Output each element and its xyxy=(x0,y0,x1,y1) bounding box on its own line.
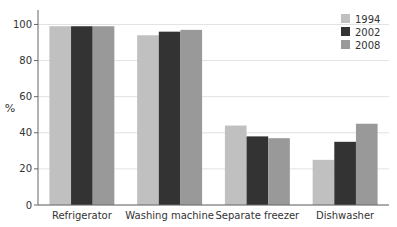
y-tick xyxy=(34,205,38,206)
grid xyxy=(38,24,389,205)
y-tick-label: 40 xyxy=(19,127,32,138)
bar xyxy=(180,30,202,205)
grid-line xyxy=(38,205,389,206)
legend-swatch xyxy=(341,40,350,49)
y-tick-label: 100 xyxy=(13,19,32,30)
y-tick xyxy=(34,96,38,97)
legend-label: 1994 xyxy=(355,14,380,25)
bar xyxy=(225,126,247,205)
y-axis-line xyxy=(38,10,39,205)
bar xyxy=(49,26,71,205)
y-tick-label: 60 xyxy=(19,91,32,102)
y-axis-label: % xyxy=(5,102,15,115)
bar xyxy=(71,26,93,205)
x-axis-line xyxy=(38,205,389,206)
y-tick xyxy=(34,24,38,25)
legend-label: 2002 xyxy=(355,27,380,38)
legend-label: 2008 xyxy=(355,40,380,51)
bar xyxy=(247,136,269,205)
y-tick xyxy=(34,132,38,133)
bar xyxy=(137,35,159,205)
y-tick-label: 20 xyxy=(19,163,32,174)
x-axis: Refrigerator Washing machineSeparate free… xyxy=(38,205,389,221)
legend-swatch xyxy=(341,14,350,23)
bar xyxy=(93,26,115,205)
y-tick xyxy=(34,168,38,169)
legend-swatch xyxy=(341,27,350,36)
bar xyxy=(356,124,378,205)
x-tick-label: Separate freezer xyxy=(216,210,301,221)
x-tick-label: Dishwasher xyxy=(316,210,375,221)
bar xyxy=(334,142,356,205)
x-tick-label: Refrigerator xyxy=(52,210,113,221)
bars xyxy=(49,26,377,205)
bar xyxy=(159,32,181,205)
chart: 0 20 40 60 80 100% Refrigerator Washing machine… xyxy=(0,0,397,227)
y-axis: 0 20 40 60 80 100 xyxy=(13,10,38,211)
legend: 1994 2002 2008 xyxy=(341,14,380,51)
x-tick-label: Washing machine xyxy=(125,210,214,221)
chart-container: 0 20 40 60 80 100% Refrigerator Washing machine… xyxy=(0,0,397,227)
y-tick-label: 80 xyxy=(19,55,32,66)
bar xyxy=(313,160,335,205)
grid-line xyxy=(38,24,389,25)
bar xyxy=(268,138,290,205)
y-tick-label: 0 xyxy=(26,200,32,211)
y-tick xyxy=(34,60,38,61)
